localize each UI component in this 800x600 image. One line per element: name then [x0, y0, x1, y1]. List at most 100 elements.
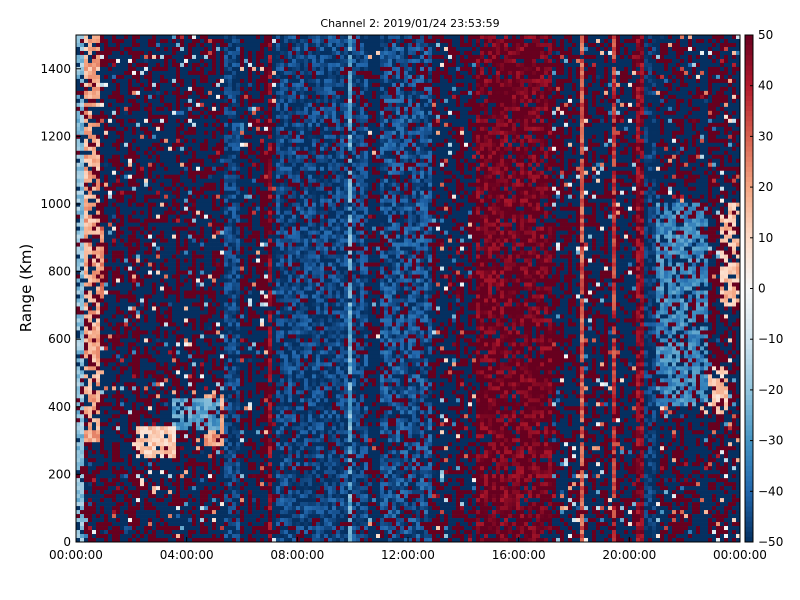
heatmap-cell [152, 462, 157, 467]
heatmap-cell [108, 450, 113, 455]
heatmap-cell [96, 506, 101, 511]
heatmap-cell [104, 90, 109, 96]
heatmap-cell [108, 310, 113, 315]
heatmap-cell [128, 122, 133, 128]
heatmap-cell [120, 386, 125, 391]
heatmap-cell [120, 318, 125, 323]
heatmap-cell [100, 398, 105, 403]
heatmap-cell [160, 74, 165, 80]
heatmap-cell [192, 526, 197, 531]
heatmap-cell [232, 54, 237, 60]
heatmap-cell [208, 342, 213, 347]
heatmap-cell [216, 126, 221, 132]
heatmap-cell [124, 174, 129, 180]
heatmap-cell [76, 522, 81, 527]
heatmap-cell [104, 190, 109, 196]
heatmap-cell [140, 78, 145, 84]
heatmap-cell [100, 102, 105, 108]
heatmap-cell [188, 202, 193, 208]
heatmap-cell [76, 494, 81, 499]
heatmap-cell [168, 418, 173, 423]
heatmap-cell [188, 518, 193, 523]
heatmap-cell [128, 250, 133, 255]
heatmap-cell [180, 506, 185, 511]
heatmap-cell [220, 266, 225, 271]
heatmap-cell [84, 210, 89, 215]
heatmap-cell [96, 446, 101, 451]
heatmap-cell [100, 322, 105, 327]
heatmap-cell [96, 134, 101, 140]
heatmap-cell [152, 86, 157, 92]
heatmap-cell [80, 386, 85, 391]
heatmap-cell [128, 366, 133, 371]
heatmap-cell [132, 142, 137, 148]
heatmap-cell [80, 406, 85, 411]
heatmap-cell [224, 390, 229, 395]
heatmap-cell [212, 306, 217, 311]
heatmap-cell [104, 62, 109, 68]
heatmap-cell [116, 538, 121, 543]
heatmap-cell [164, 186, 169, 192]
heatmap-cell [216, 338, 221, 343]
heatmap-cell [76, 178, 81, 184]
heatmap-cell [176, 498, 181, 503]
heatmap-cell [132, 310, 137, 315]
heatmap-cell [96, 174, 101, 180]
heatmap-cell [164, 66, 169, 72]
heatmap-cell [216, 178, 221, 184]
heatmap-cell [84, 322, 89, 327]
heatmap-cell [128, 354, 133, 359]
heatmap-cell [100, 318, 105, 323]
heatmap-cell [152, 354, 157, 359]
heatmap-cell [196, 390, 201, 395]
heatmap-cell [196, 266, 201, 271]
heatmap-cell [132, 230, 137, 235]
heatmap-cell [148, 170, 153, 176]
heatmap-cell [108, 438, 113, 443]
heatmap-cell [132, 478, 137, 483]
heatmap-cell [136, 366, 141, 371]
heatmap-cell [156, 338, 161, 343]
heatmap-cell [164, 414, 169, 419]
heatmap-cell [224, 42, 229, 48]
heatmap-cell [216, 438, 221, 443]
heatmap-cell [144, 350, 149, 355]
heatmap-cell [212, 278, 217, 283]
heatmap-cell [160, 150, 165, 156]
heatmap-cell [108, 242, 113, 247]
heatmap-cell [132, 502, 137, 507]
heatmap-cell [136, 158, 141, 164]
heatmap-cell [172, 150, 177, 156]
heatmap-cell [128, 190, 133, 196]
heatmap-cell [96, 390, 101, 395]
heatmap-cell [84, 538, 89, 543]
heatmap-cell [140, 182, 145, 188]
heatmap-cell [120, 286, 125, 291]
heatmap-cell [228, 446, 233, 451]
heatmap-cell [152, 454, 157, 459]
heatmap-cell [140, 214, 145, 219]
heatmap-cell [104, 210, 109, 215]
heatmap-cell [172, 46, 177, 52]
heatmap-cell [76, 514, 81, 519]
heatmap-cell [220, 454, 225, 459]
heatmap-cell [76, 474, 81, 479]
heatmap-cell [144, 250, 149, 255]
heatmap-cell [216, 82, 221, 88]
heatmap-cell [168, 486, 173, 491]
heatmap-cell [88, 410, 93, 415]
heatmap-cell [184, 330, 189, 335]
heatmap-cell [80, 294, 85, 299]
heatmap-cell [164, 494, 169, 499]
heatmap-cell [144, 378, 149, 383]
heatmap-cell [156, 438, 161, 443]
heatmap-cell [204, 458, 209, 463]
heatmap-cell [200, 70, 205, 76]
heatmap-cell [168, 134, 173, 140]
heatmap-cell [196, 82, 201, 88]
heatmap-cell [124, 266, 129, 271]
heatmap-cell [152, 506, 157, 511]
heatmap-cell [132, 306, 137, 311]
heatmap-cell [224, 286, 229, 291]
heatmap-cell [176, 70, 181, 76]
